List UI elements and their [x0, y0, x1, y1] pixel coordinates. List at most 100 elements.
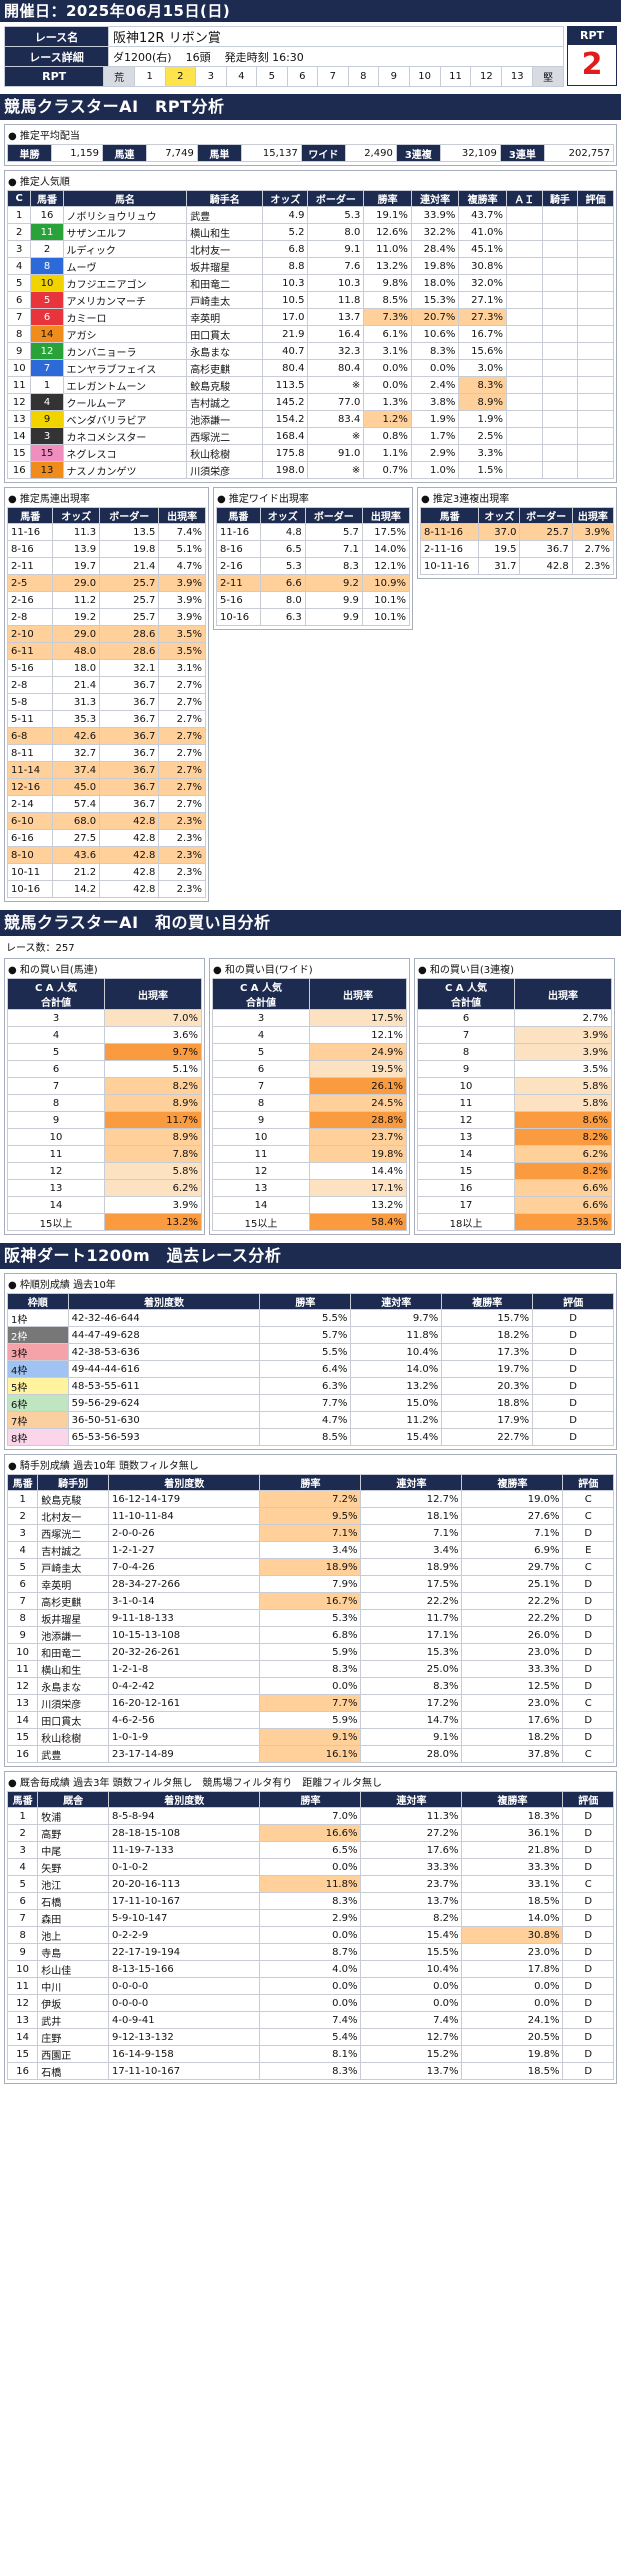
table-row: 6 5.1%: [7, 1060, 202, 1078]
trainers-cell: 0.0%: [259, 1926, 362, 1944]
ca-rank: 10: [6, 359, 32, 377]
rpt-scale-cell: 6: [286, 66, 319, 87]
trainers-cell: 17-11-10-167: [107, 2062, 261, 2080]
odds: 113.5: [262, 376, 309, 394]
umaren-panel: ● 推定馬連出現率 馬番 オッズ ボーダー 出現率 11-16 11.3 13.5 7.4% 8…: [4, 487, 209, 902]
trainers-cell: D: [562, 1960, 614, 1978]
table-row: 16 13 ナスノカンゲツ 川須栄彦 198.0 ※ 0.7% 1.0% 1.5%: [6, 461, 614, 479]
trainers-cell: 11.3%: [360, 1807, 463, 1825]
table-row: 11 横山和生 1-2-1-8 8.3% 25.0% 33.3% D: [6, 1660, 614, 1678]
jockeys-cell: 17.1%: [360, 1626, 463, 1644]
table-row: 3 2 ルディック 北村友一 6.8 9.1 11.0% 28.4% 45.1%: [6, 240, 614, 258]
sum_trio-sum-value: 11: [417, 1094, 515, 1112]
payout-value: 202,757: [543, 144, 615, 162]
table-row: 4 3.6%: [7, 1026, 202, 1044]
umaren-cell: 6-16: [6, 829, 54, 847]
sum_umaren-sum-value: 14: [7, 1196, 105, 1214]
trainers-cell: 矢野: [37, 1858, 109, 1876]
trainers-cell: D: [562, 1841, 614, 1859]
table-row: 12 伊坂 0-0-0-0 0.0% 0.0% 0.0% D: [6, 1994, 614, 2012]
umaren-header: ボーダー: [99, 507, 160, 524]
wide-cell: 8-16: [216, 540, 261, 558]
umaren-cell: 6-11: [6, 642, 54, 660]
jockeys-cell: 8.3%: [259, 1660, 362, 1678]
place-rate: 20.7%: [410, 308, 460, 326]
sum_umaren-sum-value: 7: [7, 1077, 105, 1095]
trainers-cell: 庄野: [37, 2028, 109, 2046]
sum_umaren-sum-value: 4: [7, 1026, 105, 1044]
umaren-cell: 31.3: [52, 693, 101, 711]
jockeys-cell: C: [562, 1558, 614, 1576]
evaluation: [577, 444, 614, 462]
ca-rank: 13: [6, 410, 32, 428]
payout-type-label: 馬単: [196, 144, 242, 162]
umaren-cell: 19.7: [52, 557, 101, 575]
trainers-cell: 12.7%: [360, 2028, 463, 2046]
jockeys-header: 複勝率: [461, 1474, 564, 1491]
table-row: 3 17.5%: [212, 1009, 407, 1027]
table-row: 12-16 45.0 36.7 2.7%: [6, 778, 206, 796]
table-row: 13 武井 4-0-9-41 7.4% 7.4% 24.1% D: [6, 2011, 614, 2029]
trio-header: 馬番: [419, 507, 480, 524]
jockeys-cell: 5.9%: [259, 1711, 362, 1729]
place-rate: 10.6%: [410, 325, 460, 343]
table-row: 2-5 29.0 25.7 3.9%: [6, 574, 206, 592]
umaren-cell: 11-14: [6, 761, 54, 779]
umaren-cell: 2-8: [6, 676, 54, 694]
border-odds: 77.0: [307, 393, 365, 411]
payout-value: 32,109: [439, 144, 501, 162]
umaren-cell: 19.2: [52, 608, 101, 626]
trainers-header: 馬番: [6, 1791, 39, 1808]
rpt-value: 2: [581, 47, 603, 82]
umaren-cell: 35.3: [52, 710, 101, 728]
umaren-cell: 13.5: [99, 523, 160, 541]
jockeys-cell: 23.0%: [461, 1694, 564, 1712]
umaren-cell: 2.7%: [158, 676, 206, 694]
border-odds: 32.3: [307, 342, 365, 360]
trainers-cell: 0-0-0-0: [107, 1977, 261, 1995]
evaluation: [577, 359, 614, 377]
trio-header: ボーダー: [519, 507, 573, 524]
umaren-cell: 3.1%: [158, 659, 206, 677]
ai-mark: [505, 427, 543, 445]
umaren-cell: 3.9%: [158, 608, 206, 626]
umaren-cell: 5.1%: [158, 540, 206, 558]
gates-cell: 17.9%: [441, 1411, 534, 1429]
gates-cell: 11.8%: [350, 1326, 443, 1344]
ca-rank: 1: [6, 206, 32, 224]
sum-tables: ● 和の買い目(馬連) C A 人気 合計値 出現率 3 7.0% 4 3.6% 5 9.7%…: [4, 958, 617, 1235]
umaren-cell: 19.8: [99, 540, 160, 558]
gates-cell: 7.7%: [259, 1394, 352, 1412]
ai-mark: [505, 393, 543, 411]
trainers-cell: 15.2%: [360, 2045, 463, 2063]
gates-cell: 8.5%: [259, 1428, 352, 1446]
popularity-header: 騎手名: [186, 190, 264, 207]
ai-mark: [505, 223, 543, 241]
jockeys-cell: D: [562, 1626, 614, 1644]
trainers-cell: 2: [6, 1824, 39, 1842]
show-rate: 1.9%: [458, 410, 507, 428]
horse-name: ムーヴ: [62, 257, 188, 275]
odds: 5.2: [262, 223, 309, 241]
jockeys-cell: 26.0%: [461, 1626, 564, 1644]
table-row: 9 3.5%: [417, 1060, 612, 1078]
sum_umaren-sum-value: 13: [7, 1179, 105, 1197]
umaren-cell: 14.2: [52, 880, 101, 898]
ai-mark: [505, 206, 543, 224]
border-odds: ※: [307, 461, 365, 479]
gates-cell: D: [532, 1309, 614, 1327]
trainers-cell: 高野: [37, 1824, 109, 1842]
table-row: 2-11 19.7 21.4 4.7%: [6, 557, 206, 575]
horse-name: カフジエニアゴン: [62, 274, 188, 292]
rpt-scale-cell: 荒: [103, 66, 135, 87]
trio-header: オッズ: [478, 507, 521, 524]
sum_wide-sum-value: 11: [212, 1145, 310, 1163]
popularity-header: 評価: [577, 190, 614, 207]
win-rate: 0.7%: [363, 461, 412, 479]
umaren-cell: 32.7: [52, 744, 101, 762]
horse-name: ルディック: [62, 240, 188, 258]
show-rate: 15.6%: [458, 342, 507, 360]
umaren-cell: 2.7%: [158, 727, 206, 745]
border-odds: 11.8: [307, 291, 365, 309]
umaren-cell: 11.3: [52, 523, 101, 541]
